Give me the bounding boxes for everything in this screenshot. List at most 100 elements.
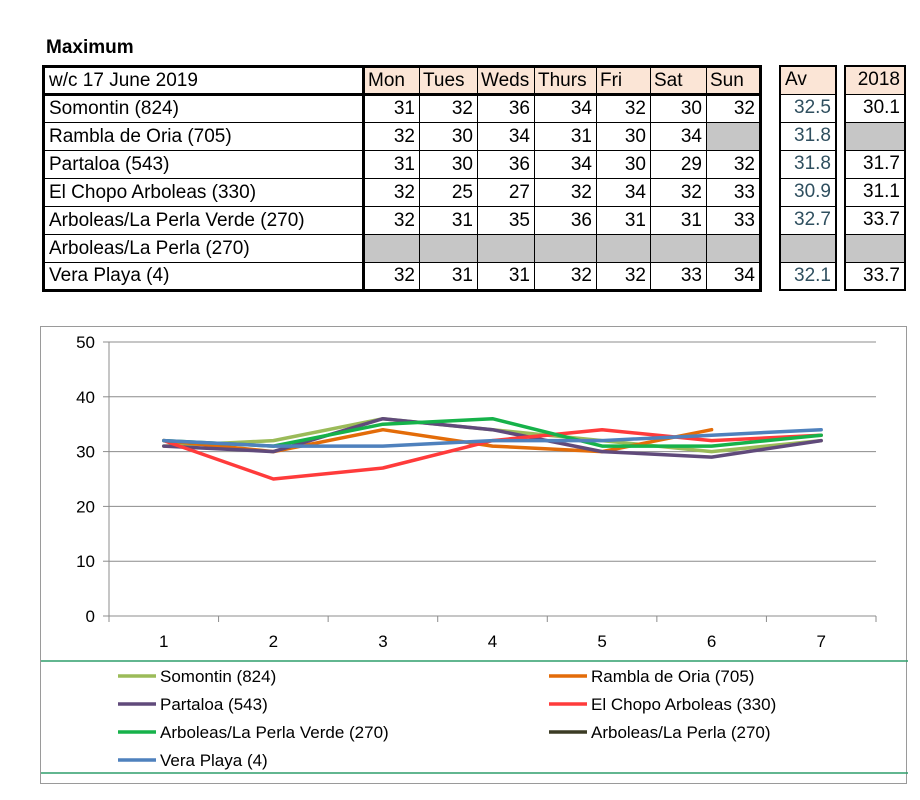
table-row: Somontin (824) 31 32 36 34 32 30 32 [43,94,761,123]
av-row: 31.8 [779,149,837,179]
x-tick-label: 3 [378,632,387,651]
temperature-cell: 31 [419,206,478,235]
year-row: 33.7 [844,261,906,291]
temperature-cell: 36 [477,94,535,123]
temperature-cell: 31 [477,262,535,291]
temperature-cell: 25 [419,178,478,207]
legend-label: Partaloa (543) [160,695,268,714]
x-tick-label: 6 [707,632,716,651]
average-cell: 32.1 [779,261,837,291]
series-line [162,427,823,448]
year-row [844,121,906,151]
y-tick-label: 10 [76,552,95,571]
temperature-cell: 31 [419,262,478,291]
av-row [779,233,837,263]
temperature-cell [419,234,478,263]
table-row: Arboleas/La Perla Verde (270) 32 31 35 36 31 3… [43,206,761,235]
x-tick-label: 5 [597,632,606,651]
average-cell [779,233,837,263]
day-header: Thurs [534,66,597,96]
legend-label: Vera Playa (4) [160,751,268,770]
temperature-cell: 33 [706,178,761,207]
year-2018-column-table: 2018 30.1 31.7 31.1 33.7 33.7 [844,65,906,291]
year-2018-cell: 33.7 [844,261,906,291]
year-2018-cell: 31.1 [844,177,906,207]
temperature-cell: 32 [650,178,707,207]
y-tick-label: 0 [86,607,95,626]
legend-label: Rambla de Oria (705) [591,667,754,686]
legend-label: El Chopo Arboleas (330) [591,695,776,714]
temperature-cell: 30 [419,150,478,179]
station-name: El Chopo Arboleas (330) [43,178,365,207]
temperature-cell: 29 [650,150,707,179]
year-2018-cell [844,121,906,151]
day-header: Fri [596,66,651,96]
station-name: Somontin (824) [43,94,365,123]
temperature-cell: 35 [477,206,535,235]
table-title: Maximum [46,37,134,58]
av-row: 32.1 [779,261,837,291]
temperature-cell [363,234,420,263]
average-cell: 31.8 [779,149,837,179]
y-tick-label: 20 [76,497,95,516]
temperature-cell: 32 [363,262,420,291]
temperature-cell: 34 [596,178,651,207]
x-tick-label: 2 [269,632,278,651]
table-header-row: w/c 17 June 2019 Mon Tues Weds Thurs Fri Sat Su… [43,66,761,96]
temperature-cell: 34 [477,122,535,151]
station-name: Arboleas/La Perla Verde (270) [43,206,365,235]
legend-label: Arboleas/La Perla (270) [591,723,771,742]
year-2018-cell: 30.1 [844,93,906,123]
temperature-cell: 30 [650,94,707,123]
temperature-cell: 32 [534,262,597,291]
temperature-cell: 30 [596,150,651,179]
temperature-cell: 32 [363,122,420,151]
y-tick-label: 30 [76,443,95,462]
legend-label: Arboleas/La Perla Verde (270) [160,723,389,742]
day-header: Sun [706,66,761,96]
x-tick-label: 1 [159,632,168,651]
year-row: 33.7 [844,205,906,235]
average-cell: 30.9 [779,177,837,207]
av-header-row: Av [779,65,837,95]
year-header-row: 2018 [844,65,906,95]
station-name: Arboleas/La Perla (270) [43,234,365,263]
year-2018-cell: 33.7 [844,205,906,235]
temperature-cell: 30 [419,122,478,151]
av-header: Av [779,65,837,95]
av-row: 32.7 [779,205,837,235]
temperature-cell: 33 [706,206,761,235]
temperature-cell: 31 [650,206,707,235]
day-header: Sat [650,66,707,96]
temperature-cell [706,234,761,263]
temperature-cell: 32 [363,178,420,207]
temperature-cell [706,122,761,151]
table-row: El Chopo Arboleas (330) 32 25 27 32 34 32 33 [43,178,761,207]
year-header: 2018 [844,65,906,95]
temperature-cell: 31 [363,150,420,179]
table-row: Partaloa (543) 31 30 36 34 30 29 32 [43,150,761,179]
temperature-cell: 32 [706,94,761,123]
temperature-cell: 30 [596,122,651,151]
station-name: Rambla de Oria (705) [43,122,365,151]
temperature-cell: 32 [363,206,420,235]
temperature-cell: 36 [477,150,535,179]
y-tick-label: 40 [76,388,95,407]
line-chart: 0 10 20 30 40 50 1 2 3 4 5 6 7 Somontin (824) Rambla d… [40,326,908,784]
temperature-cell: 31 [596,206,651,235]
temperature-cell: 27 [477,178,535,207]
series-line [162,416,823,459]
station-name: Partaloa (543) [43,150,365,179]
table-row: Rambla de Oria (705) 32 30 34 31 30 34 [43,122,761,151]
day-header: Tues [419,66,478,96]
year-row [844,233,906,263]
temperature-cell: 32 [534,178,597,207]
temperature-cell [477,234,535,263]
temperature-cell: 31 [534,122,597,151]
average-cell: 31.8 [779,121,837,151]
av-row: 31.8 [779,121,837,151]
temperature-cell [596,234,651,263]
av-row: 32.5 [779,93,837,123]
average-cell: 32.5 [779,93,837,123]
temperature-cell: 34 [650,122,707,151]
